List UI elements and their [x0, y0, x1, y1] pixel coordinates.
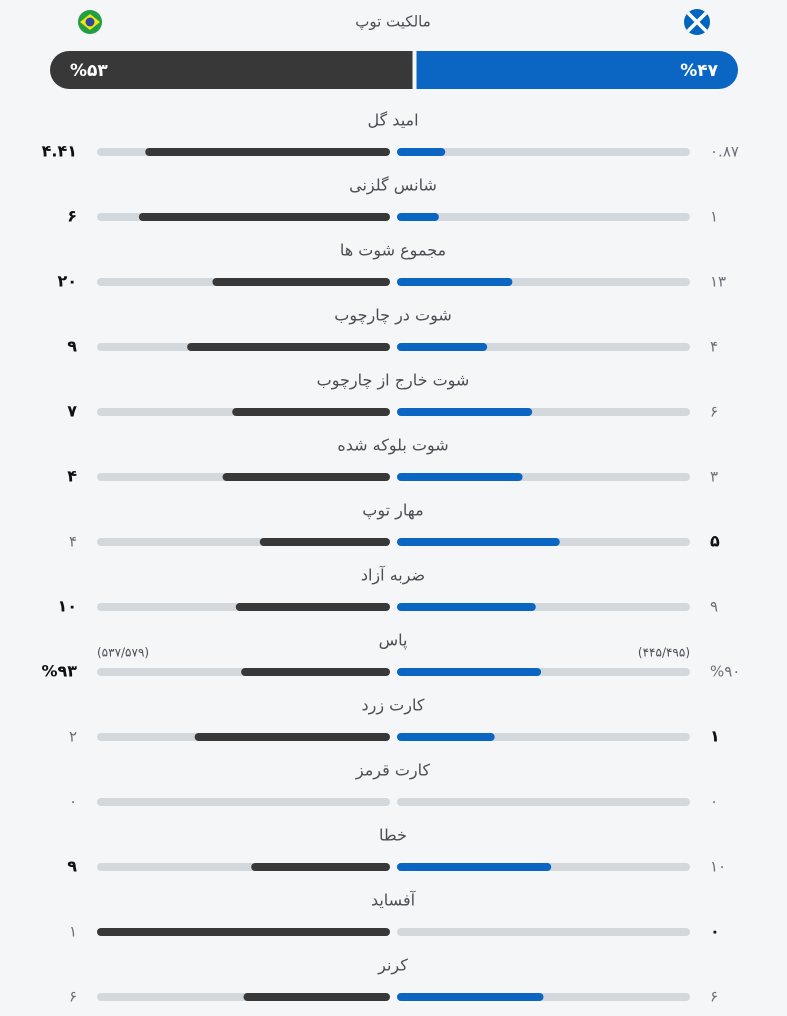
home-bar	[138, 213, 390, 221]
away-bar	[397, 538, 560, 546]
away-value: ۰.۸۷	[710, 143, 739, 161]
home-bar	[232, 408, 390, 416]
away-value: ۶	[710, 988, 718, 1006]
possession-home-label: %۵۳	[70, 61, 108, 81]
away-value: ۰	[710, 793, 718, 811]
track	[397, 213, 690, 221]
possession-home-bar	[50, 51, 413, 89]
home-value: ۴	[67, 467, 77, 486]
home-bar	[259, 538, 390, 546]
home-value: ۶	[69, 988, 77, 1006]
away-bar	[397, 408, 533, 416]
home-detail: (۵۳۷/۵۷۹)	[97, 646, 149, 660]
track	[397, 798, 690, 806]
away-bar	[397, 603, 536, 611]
away-bar	[397, 278, 513, 286]
track	[397, 928, 690, 936]
home-bar	[145, 148, 390, 156]
home-value: ۱	[69, 923, 77, 941]
away-value: ۱۰	[710, 858, 726, 876]
home-value: ۷	[67, 402, 77, 421]
away-bar	[397, 148, 446, 156]
home-bar	[241, 668, 390, 676]
away-value: %۹۰	[710, 663, 740, 681]
home-bar	[235, 603, 390, 611]
stat-title: خطا	[379, 826, 407, 845]
track	[97, 798, 390, 806]
stat-title: پاس	[379, 631, 408, 651]
home-value: ۰	[69, 793, 77, 811]
away-value: ۱	[710, 208, 718, 226]
home-value: ۹	[67, 857, 77, 876]
away-bar	[397, 863, 552, 871]
home-value: ۴.۴۱	[42, 142, 77, 161]
home-value: ۹	[67, 337, 77, 356]
away-value: ۳	[710, 468, 718, 486]
away-value: ۰	[710, 922, 720, 941]
stat-title: مهار توپ	[362, 501, 423, 521]
track	[397, 148, 690, 156]
stat-title: کرنر	[377, 956, 408, 976]
away-flag	[684, 9, 710, 35]
possession-away-bar	[416, 51, 738, 89]
away-bar	[397, 343, 488, 351]
stat-title: کارت زرد	[362, 696, 425, 716]
home-value: ۱۰	[57, 597, 77, 616]
stat-title: امید گل	[367, 111, 418, 130]
stat-title: کارت قرمز	[355, 761, 431, 781]
away-value: ۱۳	[710, 273, 726, 291]
away-value: ۶	[710, 403, 718, 421]
home-value: ۶	[67, 207, 77, 226]
home-bar	[243, 993, 390, 1001]
stat-title: آفساید	[371, 891, 417, 910]
away-value: ۱	[710, 727, 720, 746]
possession-away-label: %۴۷	[680, 61, 718, 81]
away-value: ۹	[710, 598, 718, 616]
stat-title: شوت بلوکه شده	[337, 436, 448, 456]
stat-title: مجموع شوت ها	[340, 241, 446, 261]
home-value: %۹۳	[41, 662, 77, 681]
home-bar	[222, 473, 390, 481]
home-value: ۲۰	[57, 272, 77, 291]
away-bar	[397, 733, 495, 741]
away-bar	[397, 213, 439, 221]
possession-title: مالکیت توپ	[355, 13, 431, 31]
home-value: ۲	[69, 728, 77, 746]
home-bar	[194, 733, 390, 741]
stat-title: ضربه آزاد	[361, 566, 425, 586]
home-bar	[97, 928, 390, 936]
home-bar	[212, 278, 390, 286]
away-bar	[397, 473, 523, 481]
away-detail: (۴۴۵/۴۹۵)	[638, 646, 690, 660]
home-value: ۴	[69, 533, 77, 551]
away-value: ۵	[710, 532, 720, 551]
home-bar	[187, 343, 390, 351]
stat-title: شانس گلزنی	[349, 176, 437, 196]
home-flag	[78, 10, 102, 34]
stat-title: شوت در چارچوب	[334, 306, 451, 326]
home-bar	[251, 863, 390, 871]
away-value: ۴	[710, 338, 718, 356]
away-bar	[397, 993, 544, 1001]
away-bar	[397, 668, 542, 676]
stat-title: شوت خارج از چارچوب	[317, 371, 470, 391]
